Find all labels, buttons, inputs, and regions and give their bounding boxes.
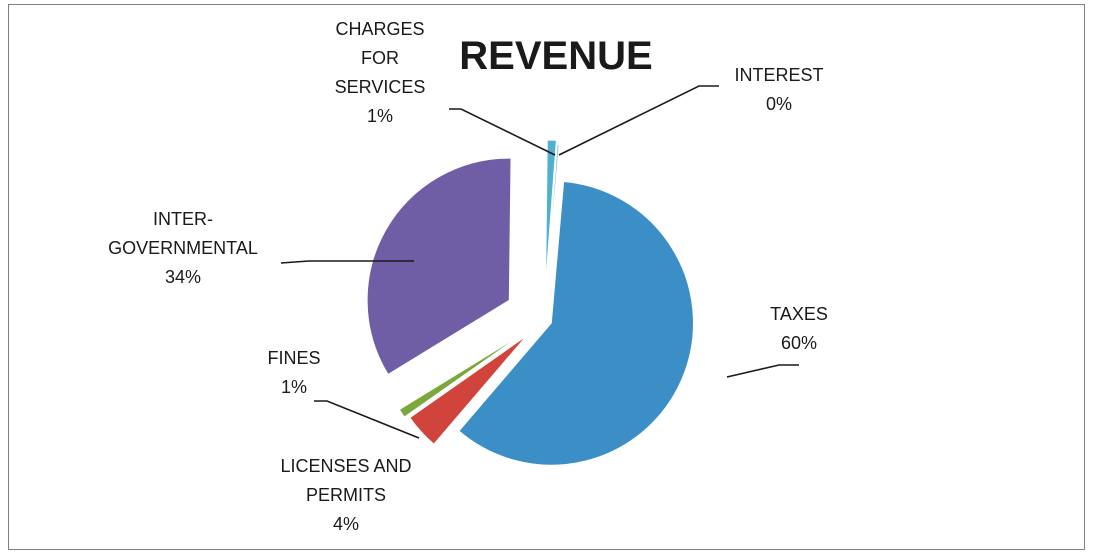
slice-label-line: 60%: [781, 333, 817, 353]
slice-label-line: 1%: [281, 377, 307, 397]
leader-lines: [280, 85, 799, 439]
slice-label-5: INTEREST 0%: [734, 65, 823, 114]
leader-line-4: [449, 108, 556, 156]
pie-slice-2: [398, 335, 521, 418]
slice-label-line: INTER-: [153, 209, 213, 229]
slice-label-line: FOR: [361, 48, 399, 68]
slice-labels: TAXES 60% LICENSES AND PERMITS 4% FINES 1% INTE…: [108, 19, 828, 534]
slice-label-line: 0%: [766, 94, 792, 114]
pie-slice-5: [546, 144, 560, 287]
slice-label-line: 1%: [367, 106, 393, 126]
revenue-pie-chart: REVENUE TAXES 60% LICENSES AND PERMITS 4% FIN…: [8, 4, 1085, 550]
slice-label-1: LICENSES AND PERMITS 4%: [280, 456, 411, 534]
slice-label-line: CHARGES: [335, 19, 424, 39]
slice-label-3: INTER- GOVERNMENTAL 34%: [108, 209, 258, 287]
slice-label-line: 34%: [165, 267, 201, 287]
pie-slice-0: [458, 181, 694, 466]
leader-line-0: [726, 364, 799, 378]
pie-svg: REVENUE TAXES 60% LICENSES AND PERMITS 4% FIN…: [108, 19, 828, 534]
slice-label-line: FINES: [267, 348, 320, 368]
slice-label-line: 4%: [333, 514, 359, 534]
slice-label-line: TAXES: [770, 304, 828, 324]
pie-slice-1: [409, 335, 527, 445]
leader-line-2: [314, 400, 420, 439]
slice-label-4: CHARGES FOR SERVICES 1%: [335, 19, 426, 126]
pie-slices: [366, 139, 694, 466]
slice-label-line: PERMITS: [306, 485, 386, 505]
leader-line-3: [280, 260, 414, 264]
leader-line-5: [558, 85, 719, 156]
slice-label-line: GOVERNMENTAL: [108, 238, 258, 258]
pie-slice-3: [366, 157, 512, 375]
slice-label-line: INTEREST: [734, 65, 823, 85]
slice-label-2: FINES 1%: [267, 348, 320, 397]
slice-label-0: TAXES 60%: [770, 304, 828, 353]
chart-title: REVENUE: [459, 34, 652, 78]
slice-label-line: SERVICES: [335, 77, 426, 97]
pie-slice-4: [545, 139, 557, 283]
slice-label-line: LICENSES AND: [280, 456, 411, 476]
